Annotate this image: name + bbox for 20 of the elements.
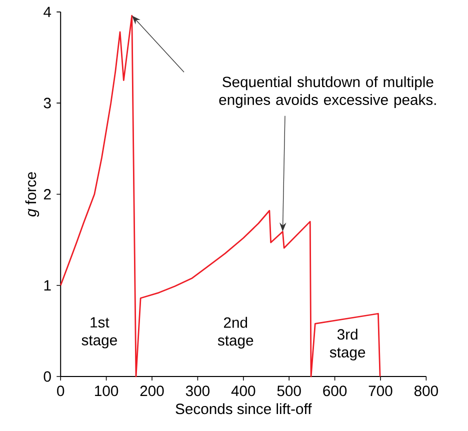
x-tick-label: 200 — [140, 386, 164, 396]
x-tick-label: 500 — [277, 386, 301, 396]
x-tick-label: 300 — [186, 386, 210, 396]
x-tick-label: 800 — [414, 386, 438, 396]
annotation: 3rd stage — [330, 328, 366, 360]
x-tick-label: 600 — [323, 386, 347, 396]
x-tick-label: 400 — [231, 386, 256, 396]
x-tick-label: 100 — [95, 386, 118, 396]
annotation: 2nd stage — [218, 316, 254, 349]
y-tick-label: 2 — [44, 188, 51, 200]
y-tick-label: 4 — [44, 6, 52, 17]
annotation: Sequential shutdown of multiple engines avoids excessive peaks. — [219, 76, 436, 108]
y-tick-label: 3 — [44, 98, 51, 108]
x-tick-label: 700 — [368, 386, 392, 396]
y-axis-title: g force — [25, 172, 40, 217]
y-tick-label: 1 — [44, 280, 51, 290]
annotation: 1st stage — [82, 317, 117, 348]
x-axis-title: Seconds since lift-off — [176, 403, 312, 414]
y-tick-label: 0 — [44, 371, 51, 382]
x-tick-label: 0 — [57, 386, 64, 396]
